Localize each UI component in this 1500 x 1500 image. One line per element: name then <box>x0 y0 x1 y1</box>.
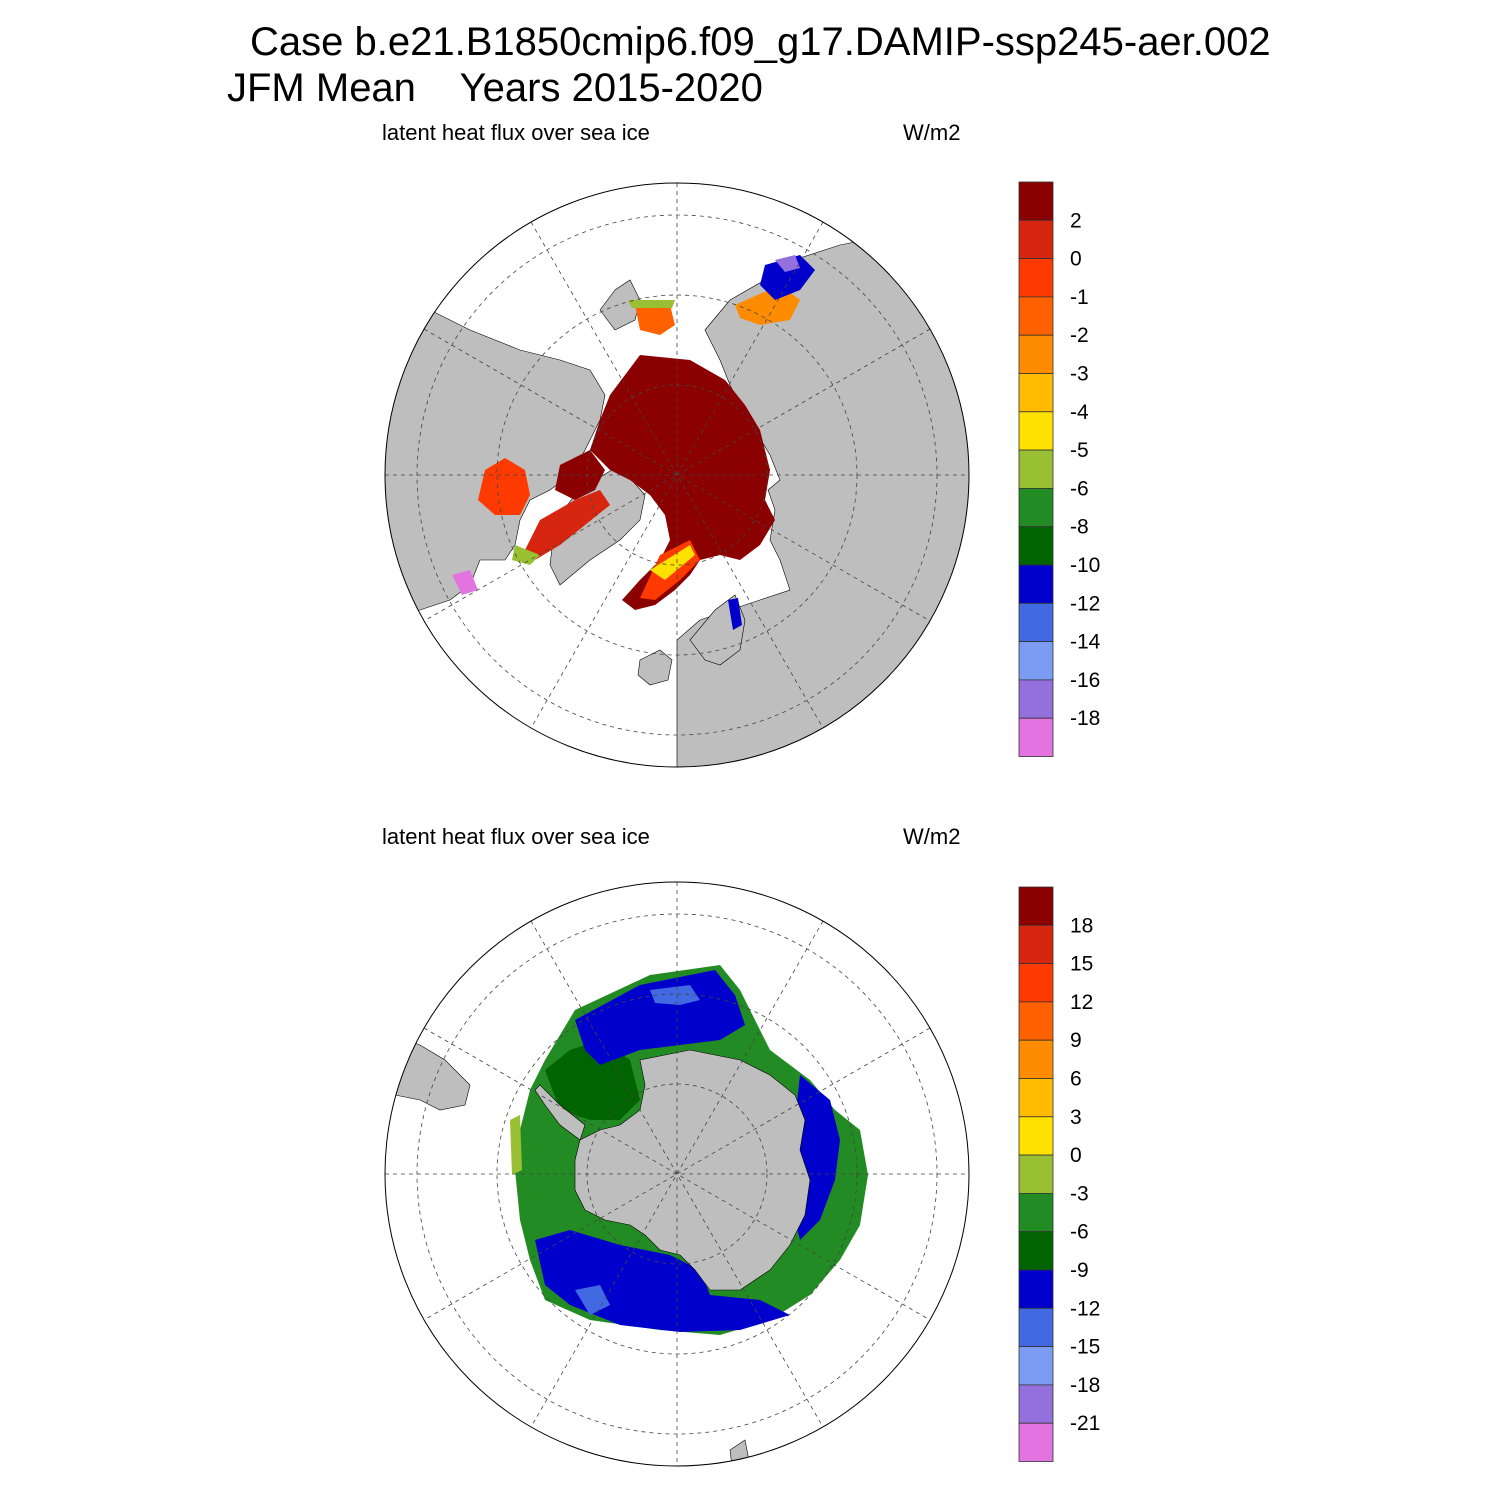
arctic-map <box>384 182 970 768</box>
north-colorbar-tick-label: 0 <box>1070 248 1082 271</box>
south-ice-weddell-green <box>545 1040 640 1120</box>
south-colorbar-swatch <box>1018 924 1054 964</box>
north-ice-pink-patch <box>452 570 478 595</box>
south-colorbar-swatch <box>1018 963 1054 1003</box>
north-colorbar-swatch <box>1018 258 1054 298</box>
north-land-iceland <box>637 649 673 686</box>
antarctic-map <box>384 881 970 1467</box>
north-colorbar-swatch <box>1018 679 1054 719</box>
north-ice-central-arctic <box>590 355 775 610</box>
north-ice-okhotsk-blue <box>760 255 815 300</box>
south-colorbar-tick-label: 15 <box>1070 953 1093 976</box>
south-ice-yellowgreen-edge <box>510 1115 522 1175</box>
south-colorbar-swatch <box>1018 1422 1054 1462</box>
north-ice-field <box>452 255 815 630</box>
north-variable-label: latent heat flux over sea ice <box>382 120 650 145</box>
north-colorbar-tick-label: -3 <box>1070 363 1089 386</box>
south-colorbar-swatch <box>1018 1154 1054 1194</box>
south-colorbar-swatch <box>1018 1269 1054 1309</box>
north-colorbar-tick-label: -14 <box>1070 631 1101 654</box>
north-ice-baffin <box>525 490 610 560</box>
south-colorbar-swatch <box>1018 1384 1054 1424</box>
south-colorbar-tick-label: 9 <box>1070 1029 1082 1052</box>
south-colorbar-tick-label: 0 <box>1070 1144 1082 1167</box>
south-colorbar-tick-label: -6 <box>1070 1221 1089 1244</box>
south-colorbar-tick-label: 12 <box>1070 991 1093 1014</box>
south-colorbar-swatch <box>1018 1039 1054 1079</box>
north-colorbar-tick-label: -18 <box>1070 707 1100 730</box>
south-colorbar-tick-label: 6 <box>1070 1068 1082 1091</box>
south-colorbar-tick-label: -12 <box>1070 1297 1100 1320</box>
north-colorbar-swatch <box>1018 334 1054 374</box>
south-colorbar-tick-label: -15 <box>1070 1336 1100 1359</box>
north-colorbar-tick-label: -16 <box>1070 669 1100 692</box>
north-colorbar-swatch <box>1018 449 1054 489</box>
south-ice-east-blue <box>575 970 745 1065</box>
south-colorbar-swatch <box>1018 1078 1054 1118</box>
north-colorbar-swatch <box>1018 641 1054 681</box>
south-colorbar-swatch <box>1018 1116 1054 1156</box>
south-colorbar-tick-label: -21 <box>1070 1412 1100 1435</box>
north-colorbar-swatch <box>1018 296 1054 336</box>
north-ice-baltic <box>728 598 742 630</box>
north-colorbar-tick-label: -12 <box>1070 592 1100 615</box>
north-colorbar-tick-label: 2 <box>1070 209 1082 232</box>
south-colorbar: 18 15 12 9 6 3 0 -3 -6 -9 -12 -15 -18 -21 <box>1018 886 1100 1462</box>
north-colorbar-tick-label: -2 <box>1070 324 1089 347</box>
south-ice-east-blue-light <box>650 985 700 1005</box>
south-colorbar-swatch <box>1018 886 1054 926</box>
north-ice-labrador-edge <box>512 545 540 565</box>
south-colorbar-tick-label: -18 <box>1070 1374 1100 1397</box>
south-colorbar-tick-label: -9 <box>1070 1259 1089 1282</box>
north-colorbar-tick-label: -5 <box>1070 439 1089 462</box>
south-map-border <box>384 881 970 1467</box>
north-map-border <box>384 182 970 768</box>
north-ice-bering <box>635 305 675 335</box>
north-colorbar-swatch <box>1018 219 1054 260</box>
figure-title-case: Case b.e21.B1850cmip6.f09_g17.DAMIP-ssp2… <box>250 20 1271 64</box>
figure-title-period: JFM Mean Years 2015-2020 <box>227 66 763 110</box>
south-colorbar-tick-label: -3 <box>1070 1182 1089 1205</box>
north-units-label: W/m2 <box>903 120 961 145</box>
south-units-label: W/m2 <box>903 824 961 849</box>
north-colorbar-swatch <box>1018 717 1054 757</box>
south-colorbar-tick-label: 3 <box>1070 1106 1082 1129</box>
north-colorbar-swatch <box>1018 602 1054 642</box>
south-graticule <box>385 882 969 1466</box>
north-graticule <box>385 183 969 767</box>
south-colorbar-tick-label: 18 <box>1070 914 1093 937</box>
south-land-peninsula <box>534 1084 586 1141</box>
north-ice-hudson-bay <box>478 458 530 515</box>
north-colorbar-swatch <box>1018 181 1054 221</box>
south-colorbar-swatch <box>1018 1307 1054 1348</box>
north-colorbar-tick-label: -8 <box>1070 516 1089 539</box>
south-colorbar-swatch <box>1018 1346 1054 1386</box>
north-ice-bering-edge <box>628 300 675 308</box>
north-ice-okhotsk-purple <box>775 255 800 272</box>
north-colorbar-tick-label: -6 <box>1070 477 1089 500</box>
south-variable-label: latent heat flux over sea ice <box>382 824 650 849</box>
north-colorbar-swatch <box>1018 373 1054 413</box>
north-colorbar-swatch <box>1018 526 1054 566</box>
north-colorbar-tick-label: -10 <box>1070 554 1100 577</box>
north-colorbar-tick-label: -1 <box>1070 286 1089 309</box>
north-colorbar-swatch <box>1018 487 1054 528</box>
north-colorbar: 2 0 -1 -2 -3 -4 -5 -6 -8 -10 -12 -14 -16 -18 <box>1018 181 1101 757</box>
south-colorbar-swatch <box>1018 1231 1054 1271</box>
north-ice-barents-edge <box>650 545 695 580</box>
south-land-antarctica <box>574 1049 811 1291</box>
south-ice-ross-light <box>575 1285 610 1315</box>
north-colorbar-tick-label: -4 <box>1070 401 1089 424</box>
north-colorbar-swatch <box>1018 411 1054 451</box>
south-colorbar-swatch <box>1018 1001 1054 1041</box>
south-colorbar-swatch <box>1018 1193 1054 1233</box>
north-colorbar-swatch <box>1018 564 1054 604</box>
